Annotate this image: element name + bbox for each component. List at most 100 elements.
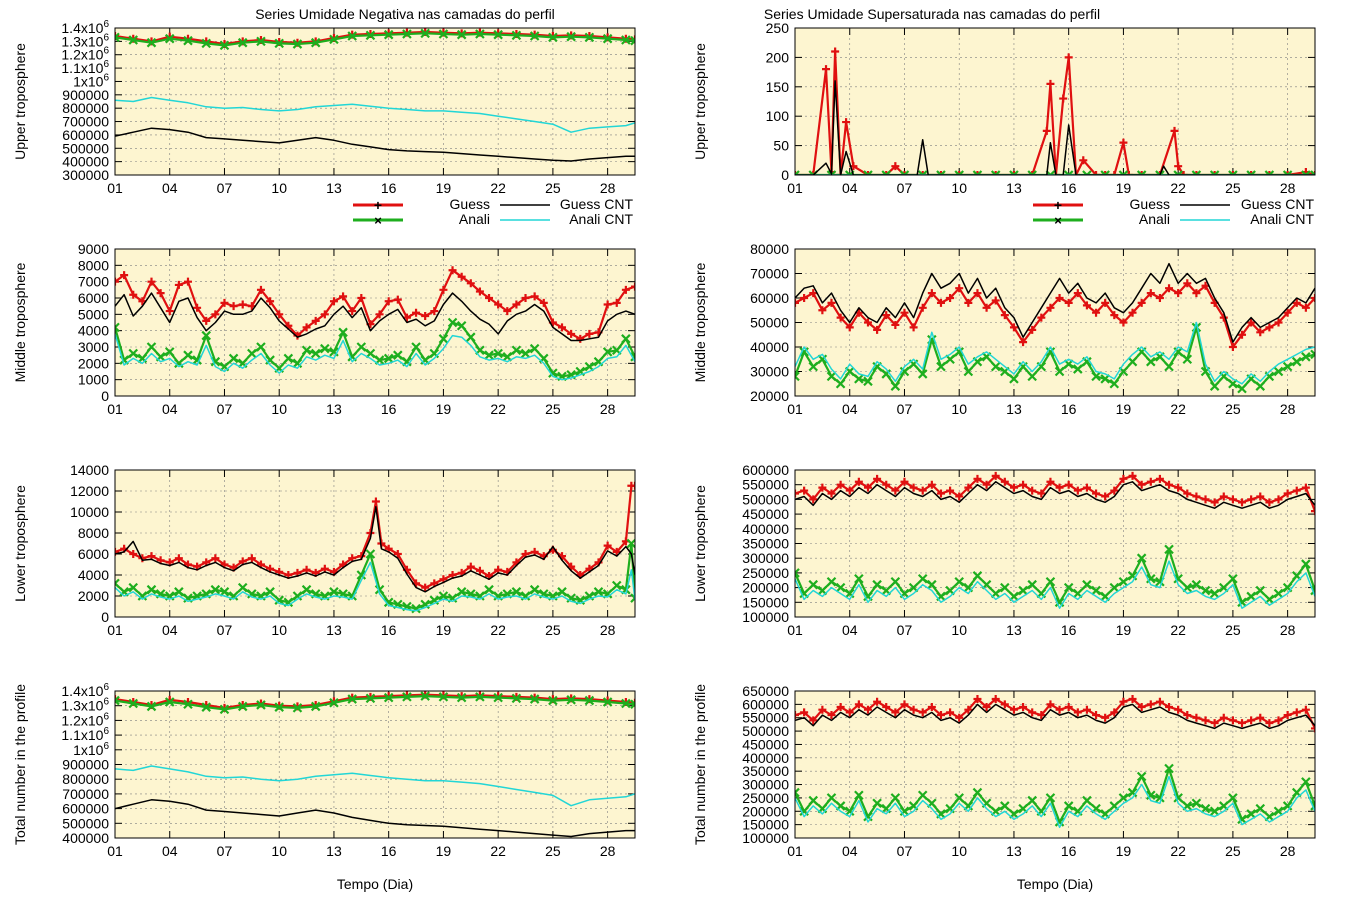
data-point-guess [129,550,138,558]
data-point-anali [347,694,357,704]
data-point-guess [220,298,229,307]
data-point-anali [1027,371,1037,382]
data-point-guess [964,483,973,492]
series-line-guess [795,697,1315,729]
x-tick-label: 16 [381,401,397,417]
data-point-anali [630,593,635,603]
data-point-guess [229,302,238,311]
series-guess-cnt [795,262,1315,343]
data-point-anali [808,361,819,372]
y-tick-label: 1.2x106 [61,46,109,63]
data-point-guess [430,307,439,316]
data-point-anali [795,170,800,175]
data-point-guess [827,489,836,498]
data-point-guess [1210,498,1219,507]
data-point-anali [237,37,248,48]
series-guess [115,266,635,343]
data-point-anali [602,33,613,44]
series-line-guess [115,269,635,340]
data-point-guess [621,285,630,294]
data-point-anali [301,584,312,595]
data-point-anali [835,582,846,593]
data-point-guess [631,282,635,291]
data-point-anali [972,571,983,581]
data-point-anali [210,584,221,595]
data-point-anali [630,35,635,46]
data-point-anali [146,584,157,595]
data-point-guess [955,171,964,175]
x-tick-label: 22 [490,622,506,638]
data-point-anali [383,353,394,364]
data-point-anali [128,35,139,45]
data-point-guess [1046,79,1055,88]
y-tick-label-exponent: 6 [103,72,109,83]
x-tick-label: 25 [1225,843,1241,859]
data-point-anali [115,322,120,333]
data-point-anali [1155,170,1165,175]
y-tick-label-base: 1.4x10 [61,683,103,699]
y-tick-label: 300000 [742,777,789,793]
data-point-anali [237,701,248,712]
data-point-anali [954,170,964,175]
data-point-guess [1000,477,1009,486]
data-point-guess [795,489,799,498]
data-point-anali [115,695,120,706]
y-tick-label: 450000 [742,506,789,522]
data-point-guess [1228,495,1237,504]
data-point-anali [630,699,635,710]
data-point-guess [891,320,900,329]
data-point-guess [1210,171,1219,175]
y-tick-label: 80000 [750,241,789,257]
y-tick-label-base: 1.1x10 [61,60,103,76]
data-point-guess [1079,156,1088,165]
x-tick-label: 10 [271,180,287,196]
series-line-guess-cnt [795,703,1315,730]
y-tick-label: 1.2x106 [61,711,109,728]
x-tick-label: 28 [600,622,616,638]
data-point-guess [1046,700,1055,709]
x-tick-label: 13 [1006,180,1022,196]
data-point-guess [494,300,503,309]
data-point-guess [1247,318,1256,327]
data-point-guess [809,289,818,298]
data-point-guess [202,316,211,325]
data-point-anali [228,353,239,364]
y-tick-label: 800000 [62,771,109,787]
data-point-anali [1273,588,1284,599]
data-point-guess [1283,489,1292,498]
y-tick-label: 250000 [742,790,789,806]
data-point-guess [238,300,247,309]
data-point-anali [890,381,901,391]
x-tick-label: 01 [107,622,123,638]
data-point-guess [936,171,945,175]
data-point-anali [630,352,635,362]
y-tick-label: 8000 [78,257,109,273]
data-point-anali [1118,170,1129,175]
y-tick-label: 1.1x106 [61,726,109,743]
data-point-guess [1009,323,1018,332]
data-point-anali [1282,361,1293,372]
legend-anali-cnt-label: Anali CNT [1250,211,1314,227]
data-point-guess [384,297,393,306]
data-point-guess [1009,171,1018,175]
data-point-anali [329,587,339,597]
data-point-anali [1100,170,1110,175]
x-tick-label: 16 [1061,401,1077,417]
series-line-anali-cnt [115,561,635,612]
series-line-guess-cnt [795,481,1315,509]
series-guess-cnt [795,703,1315,730]
x-tick-label: 01 [787,180,803,196]
x-tick-label: 10 [951,401,967,417]
plot-background [115,470,635,617]
data-point-guess [1292,486,1301,495]
data-point-guess [1037,489,1046,498]
data-point-anali [192,355,202,365]
x-tick-label: 04 [162,843,178,859]
x-tick-label: 10 [271,622,287,638]
x-tick-label: 04 [842,622,858,638]
data-point-guess [183,277,192,286]
data-point-anali [899,170,910,175]
data-point-anali [972,170,983,175]
x-tick-label: 10 [271,401,287,417]
y-tick-label-exponent: 6 [103,32,109,43]
